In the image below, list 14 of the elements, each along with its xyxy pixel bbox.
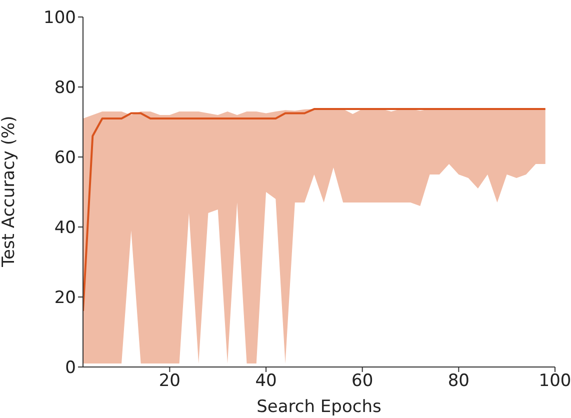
x-tick-label: 60 (352, 371, 374, 392)
y-tick-label: 60 (54, 148, 76, 168)
line-series (83, 108, 546, 312)
y-tick-label: 80 (54, 78, 76, 98)
x-tick-label: 20 (158, 371, 181, 392)
y-axis-title: Test Accuracy (%) (0, 116, 20, 268)
x-tick-label: 40 (255, 371, 277, 392)
y-tick-label: 40 (54, 218, 76, 238)
x-tick-label: 80 (448, 371, 470, 392)
x-axis-title: Search Epochs (256, 397, 382, 417)
y-tick-label: 20 (54, 288, 76, 308)
y-tick-label: 0 (65, 358, 76, 378)
x-tick-label: 100 (538, 371, 571, 392)
y-tick-label: 100 (44, 8, 76, 28)
